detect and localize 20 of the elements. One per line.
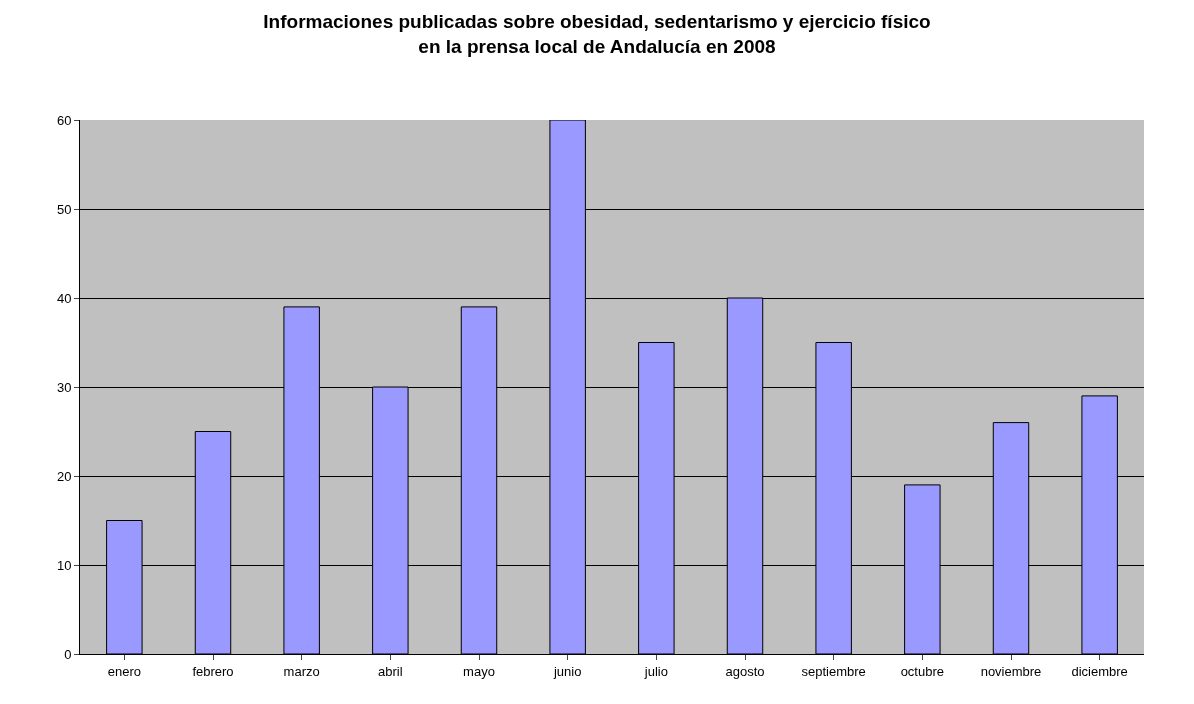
x-tick-label: febrero (192, 663, 234, 679)
y-tick-label: 50 (56, 201, 72, 217)
x-tick-label: octubre (900, 663, 945, 679)
x-tick-label: abril (378, 663, 403, 679)
y-tick-label: 30 (56, 379, 72, 395)
x-tick-label: agosto (725, 663, 765, 679)
x-tick-label: marzo (283, 663, 320, 679)
y-tick-label: 60 (56, 112, 72, 128)
x-tick-label: mayo (463, 663, 495, 679)
x-tick-label: junio (552, 663, 582, 679)
x-tick-label: septiembre (801, 663, 866, 679)
chart-title: Informaciones publicadas sobre obesidad, sedentarismo y ejercicio físico en la prensa local de Andalucía en 2008 (263, 11, 931, 57)
y-tick-label: 0 (64, 646, 72, 662)
y-tick-label: 10 (56, 557, 72, 573)
y-tick-label: 20 (56, 468, 72, 484)
x-tick-label: enero (107, 663, 141, 679)
x-tick-label: julio (643, 663, 668, 679)
x-tick-label: diciembre (1071, 663, 1128, 679)
y-tick-label: 40 (56, 290, 72, 306)
x-tick-label: noviembre (980, 663, 1042, 679)
